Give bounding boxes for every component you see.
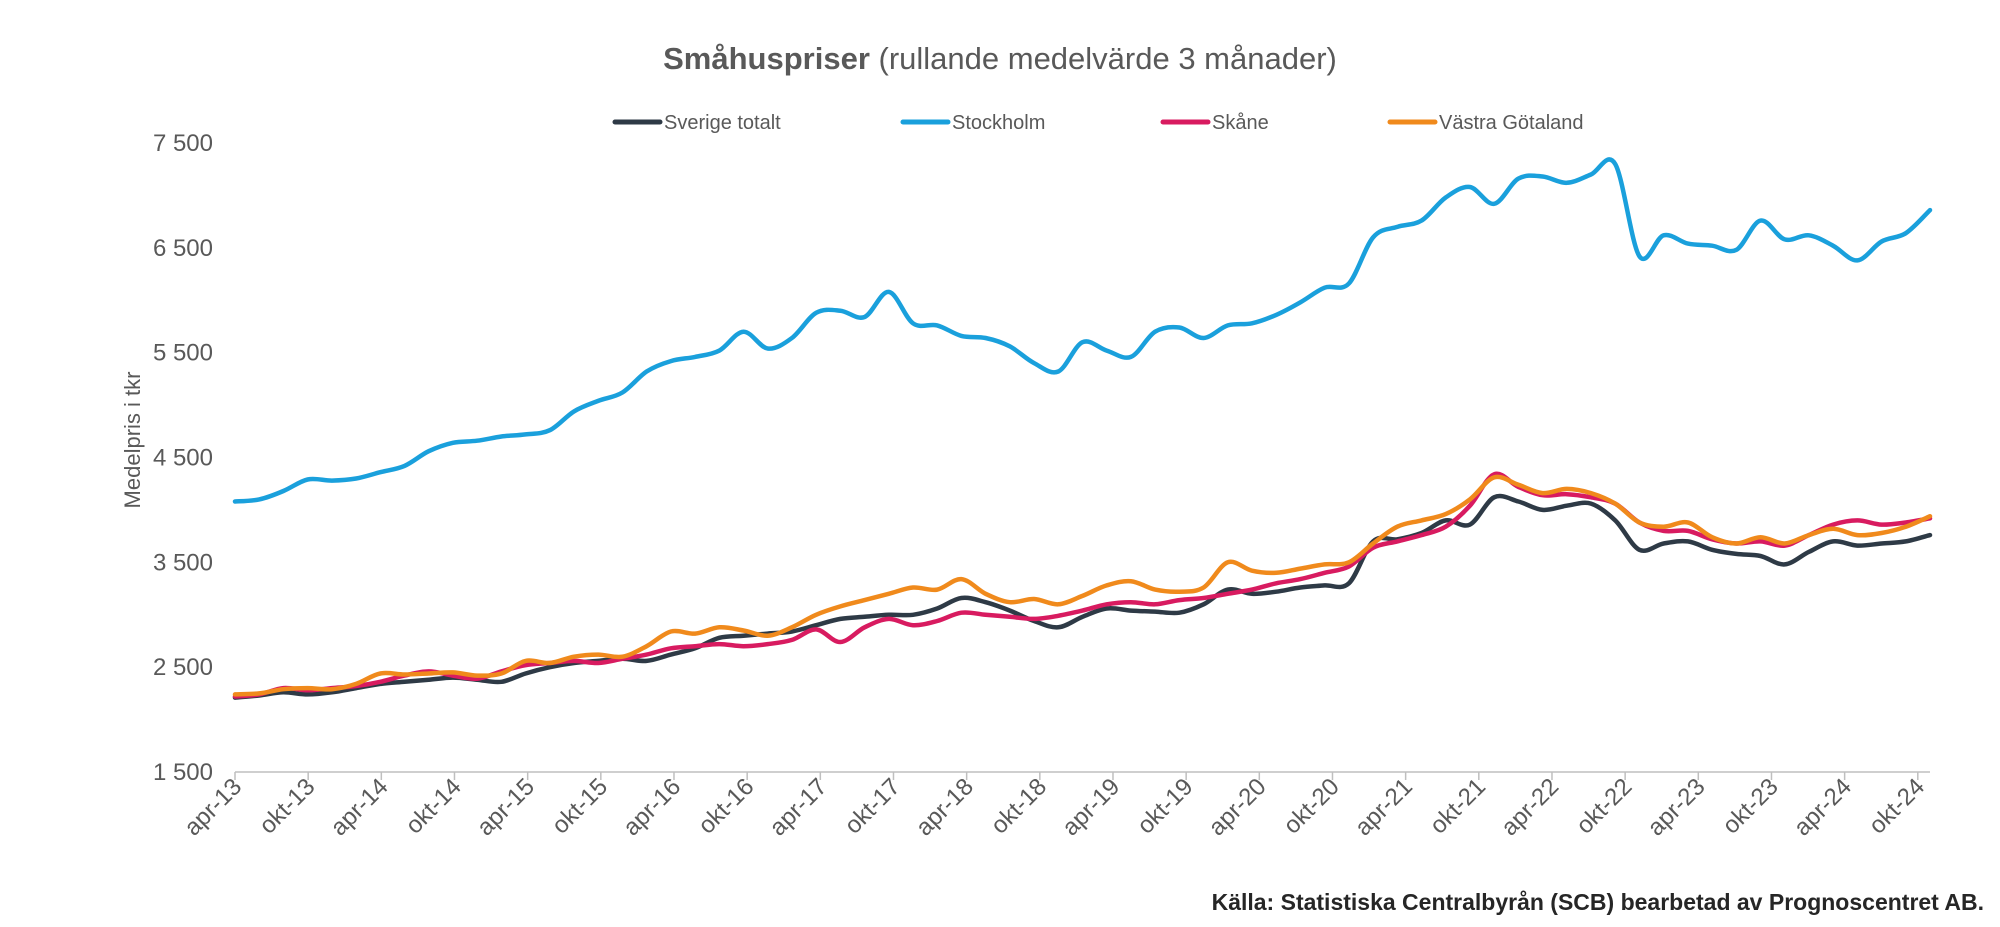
series-line-skåne (232, 471, 1933, 699)
x-tick-label: apr-21 (1350, 773, 1418, 841)
x-tick-label: apr-14 (325, 773, 393, 841)
x-tick-label: apr-16 (618, 773, 686, 841)
x-tick-label: okt-16 (693, 773, 759, 839)
x-tick-label: okt-15 (547, 773, 613, 839)
y-tick-label: 2 500 (153, 654, 213, 681)
chart-title: Småhuspriser (rullande medelvärde 3 måna… (663, 41, 1337, 76)
x-tick-label: apr-17 (764, 773, 832, 841)
legend-label: Skåne (1212, 112, 1269, 134)
x-tick-label: apr-22 (1496, 773, 1564, 841)
chart-title-bold: Småhuspriser (663, 41, 870, 76)
x-tick-label: okt-14 (400, 773, 466, 839)
x-axis: apr-13 okt-13 apr-14 okt-14 apr-15 okt-15 apr-… (179, 771, 1930, 841)
legend: Sverige totalt Stockholm Skåne Västra Götal… (612, 112, 1584, 134)
legend-label: Sverige totalt (664, 112, 781, 134)
x-tick-label: apr-20 (1203, 773, 1271, 841)
series-lines (232, 157, 1933, 700)
x-tick-label: okt-19 (1132, 773, 1198, 839)
source-note: Källa: Statistiska Centralbyrån (SCB) be… (1212, 889, 1984, 915)
series-line-stockholm (232, 157, 1933, 504)
y-tick-label: 7 500 (153, 130, 213, 157)
x-tick-label: okt-17 (839, 773, 905, 839)
y-tick-label: 6 500 (153, 235, 213, 262)
series-line-sverige-totalt (232, 493, 1933, 700)
y-tick-label: 5 500 (153, 340, 213, 367)
x-tick-label: okt-20 (1278, 773, 1344, 839)
x-tick-label: apr-24 (1789, 773, 1857, 841)
legend-label: Stockholm (952, 112, 1045, 134)
x-tick-label: okt-18 (986, 773, 1052, 839)
y-tick-label: 1 500 (153, 759, 213, 786)
x-tick-label: apr-18 (911, 773, 979, 841)
x-tick-label: okt-22 (1571, 773, 1637, 839)
chart-title-rest: (rullande medelvärde 3 månader) (870, 41, 1337, 76)
x-tick-label: apr-19 (1057, 773, 1125, 841)
x-tick-label: okt-23 (1717, 773, 1783, 839)
x-tick-label: apr-23 (1642, 773, 1710, 841)
series-line-västra-götaland (232, 474, 1933, 697)
y-axis-label: Medelpris i tkr (120, 372, 145, 509)
x-tick-label: apr-15 (472, 773, 540, 841)
x-tick-label: okt-13 (254, 773, 320, 839)
x-tick-label: okt-21 (1425, 773, 1491, 839)
y-tick-label: 3 500 (153, 549, 213, 576)
legend-label: Västra Götaland (1439, 112, 1584, 134)
y-axis: 1 500 2 500 3 500 4 500 5 500 6 500 7 500 (153, 130, 213, 786)
y-tick-label: 4 500 (153, 445, 213, 472)
x-tick-label: okt-24 (1864, 773, 1930, 839)
